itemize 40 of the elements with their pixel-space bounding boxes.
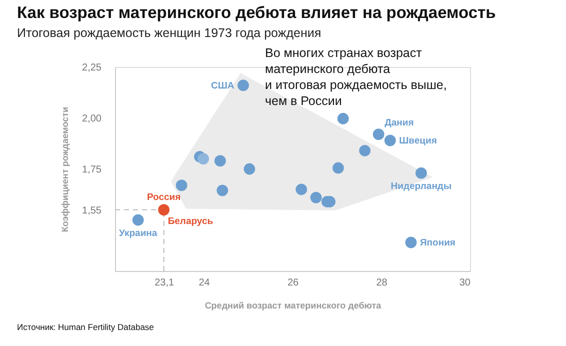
x-tick-label: 24 (198, 278, 210, 288)
point (216, 184, 228, 196)
point (158, 204, 170, 216)
point (296, 184, 308, 196)
y-tick-label: 1,55 (82, 205, 102, 216)
annotation: Украина (118, 228, 158, 239)
point (214, 155, 226, 167)
point (332, 162, 344, 174)
y-tick-label: 1,75 (82, 164, 102, 176)
x-axis-title: Средний возраст материнского дебюта (204, 300, 382, 310)
y-tick-label: 2,00 (82, 114, 102, 124)
chart-title: Как возраст материнского дебюта влияет на рождаемость (17, 4, 496, 22)
annotation: Нидерланды (390, 181, 452, 192)
point (176, 180, 188, 192)
point (132, 214, 144, 226)
point (244, 163, 256, 175)
text: Источник: Human Fertility Database (17, 322, 154, 332)
annotation: Япония (420, 237, 456, 248)
annotation: Швеция (399, 135, 437, 146)
point (238, 80, 249, 92)
point (415, 167, 427, 179)
point (405, 236, 417, 248)
point (359, 144, 371, 156)
annotation: Беларусь (168, 216, 214, 227)
x-tick-label: 26 (287, 278, 299, 288)
annotation: Во многих странах возраст материнского дебюта и итоговая рождаемость выше, чем в России (265, 46, 447, 108)
point (198, 153, 210, 164)
annotation: Дания (384, 117, 414, 128)
y-axis-title: Коэффициент рождаемости (60, 106, 70, 232)
chart-subtitle: Итоговая рождаемость женщин 1973 года рождения (17, 26, 322, 40)
x-tick-label: 23,1 (154, 278, 174, 288)
annotation: США (210, 80, 234, 92)
point (372, 128, 384, 140)
point (384, 134, 396, 146)
point (310, 192, 322, 204)
x-tick-label: 28 (376, 278, 388, 288)
point (337, 112, 349, 124)
annotation: Россия (146, 192, 181, 203)
x-tick-label: 30 (459, 278, 471, 288)
y-tick-label: 2,25 (82, 62, 102, 74)
